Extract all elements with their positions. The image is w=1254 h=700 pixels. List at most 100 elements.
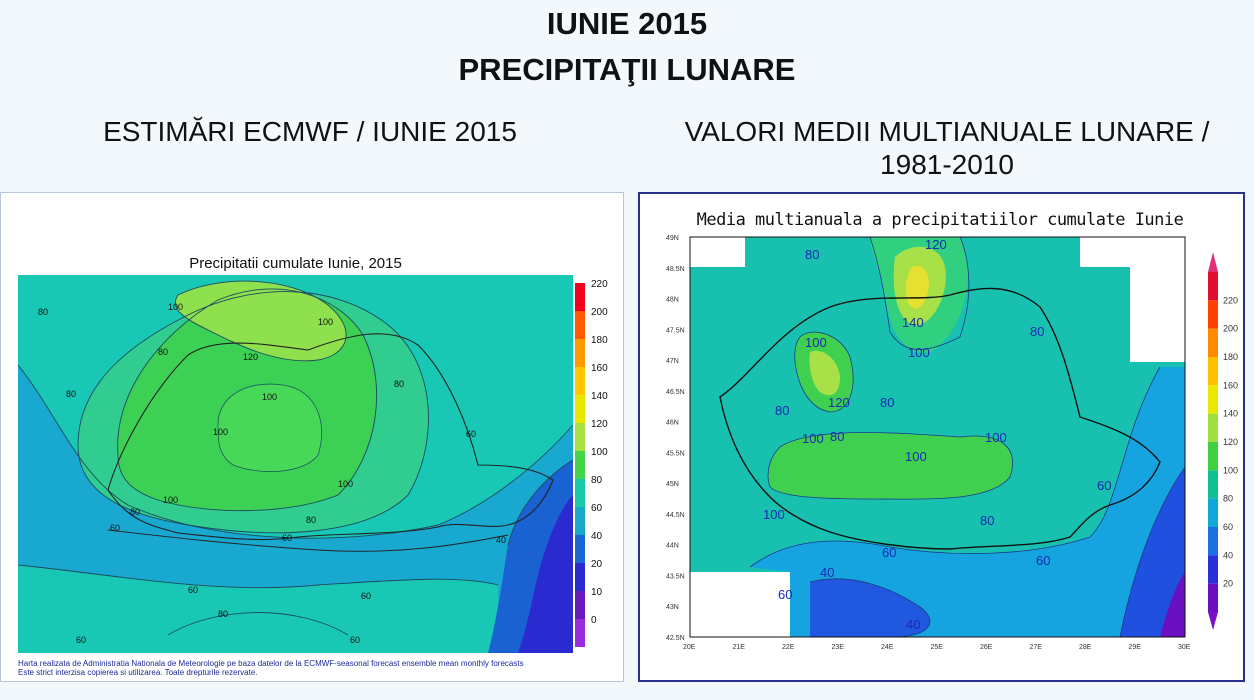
map-field-60-80-south <box>18 565 498 653</box>
right-panel-subtitle: VALORI MEDII MULTIANUALE LUNARE / 1981-2… <box>640 115 1254 181</box>
legend-label: 100 <box>1223 465 1238 475</box>
lon-tick-label: 22E <box>782 644 795 651</box>
legend-label: 10 <box>591 587 603 598</box>
left-contour-labels: 80 100 100 80 120 80 100 100 80 60 100 1… <box>38 302 506 645</box>
lon-tick-label: 28E <box>1079 644 1092 651</box>
map-credit-line1: Harta realizata de Administratia Nationa… <box>18 659 524 668</box>
legend-swatch <box>575 339 585 367</box>
contour-label: 80 <box>130 507 140 517</box>
map-frame <box>689 236 1186 638</box>
legend-swatch <box>575 451 585 479</box>
lat-tick-label: 45.5N <box>666 450 685 457</box>
legend-swatch <box>1208 300 1218 329</box>
contour-label: 140 <box>902 315 924 330</box>
legend-swatch <box>575 507 585 535</box>
map-credit-line2: Este strict interzisa copierea si utiliz… <box>18 668 258 677</box>
legend-bottom-arrow <box>1208 612 1218 630</box>
map-field-10-20 <box>518 495 573 653</box>
contour-label: 40 <box>906 617 920 632</box>
legend-swatch <box>575 395 585 423</box>
right-map-title: Media multianuala a precipitatiilor cumu… <box>696 210 1184 230</box>
contour-label: 80 <box>1030 324 1044 339</box>
map-field-0-20 <box>1160 572 1185 637</box>
contour-label: 80 <box>805 247 819 262</box>
legend-label: 180 <box>1223 352 1238 362</box>
romania-border <box>107 333 554 541</box>
legend-swatch <box>1208 413 1218 442</box>
map-field-20-40-east <box>1120 467 1185 637</box>
legend-swatch <box>1208 328 1218 357</box>
map-field-40-60 <box>750 367 1185 637</box>
page-title-line2: PRECIPITAŢII LUNARE <box>458 52 796 87</box>
legend-label: 20 <box>1223 579 1233 589</box>
legend-label: 80 <box>591 475 603 486</box>
legend-swatch <box>1208 272 1218 301</box>
right-contour-lines <box>749 236 1186 638</box>
contour-label: 100 <box>905 449 927 464</box>
lon-tick-label: 27E <box>1030 644 1043 651</box>
contour-label: 100 <box>163 495 178 505</box>
contour-label: 60 <box>188 585 198 595</box>
legend-label: 160 <box>591 363 608 374</box>
legend-swatch <box>575 619 585 647</box>
page-title-line1: IUNIE 2015 <box>546 6 708 41</box>
legend-label: 0 <box>591 615 597 626</box>
latitude-ticks: 49N 48.5N 48N 47.5N 47N 46.5N 46N 45.5N 45N 44.5N… <box>666 235 685 642</box>
lat-tick-label: 42.5N <box>666 635 685 642</box>
contour-label: 100 <box>805 335 827 350</box>
contour-label: 80 <box>880 395 894 410</box>
contour-label: 60 <box>1097 478 1111 493</box>
contour-label: 80 <box>218 609 228 619</box>
right-contour-labels: 80 120 140 100 100 80 120 80 80 100 80 1… <box>763 237 1111 632</box>
contour-label: 100 <box>763 507 785 522</box>
contour-label: 80 <box>306 515 316 525</box>
map-field-120-140 <box>175 281 347 361</box>
contour-label: 60 <box>1036 553 1050 568</box>
legend-top-arrow <box>1208 252 1218 272</box>
legend-label: 140 <box>1223 409 1238 419</box>
legend-label: 40 <box>1223 550 1233 560</box>
legend-swatch <box>1208 442 1218 471</box>
contour-label: 100 <box>262 392 277 402</box>
contour-label: 60 <box>466 429 476 439</box>
lat-tick-label: 46.5N <box>666 389 685 396</box>
contour-label: 100 <box>985 430 1007 445</box>
lat-tick-label: 47N <box>666 358 679 365</box>
no-data-mask <box>690 237 745 267</box>
contour-label: 80 <box>830 429 844 444</box>
legend-label: 20 <box>591 559 603 570</box>
legend-label: 140 <box>591 391 608 402</box>
legend-swatch <box>1208 357 1218 386</box>
legend-label: 100 <box>591 447 608 458</box>
no-data-mask <box>1130 267 1185 362</box>
contour-label: 100 <box>318 317 333 327</box>
legend-swatch <box>575 283 585 311</box>
contour-label: 80 <box>38 307 48 317</box>
lon-tick-label: 26E <box>980 644 993 651</box>
legend-label: 120 <box>1223 437 1238 447</box>
legend-label: 220 <box>591 279 608 290</box>
no-data-mask <box>1080 237 1185 267</box>
contour-label: 60 <box>778 587 792 602</box>
contour-label: 120 <box>925 237 947 252</box>
lat-tick-label: 47.5N <box>666 327 685 334</box>
lon-tick-label: 25E <box>931 644 944 651</box>
contour-label: 120 <box>243 352 258 362</box>
legend-label: 80 <box>1223 494 1233 504</box>
contour-label: 80 <box>66 389 76 399</box>
lat-tick-label: 43N <box>666 604 679 611</box>
map-field-inner-100 <box>217 383 323 472</box>
no-data-mask <box>690 572 790 637</box>
legend-label: 120 <box>591 419 608 430</box>
legend-swatch <box>1208 498 1218 527</box>
lon-tick-label: 21E <box>733 644 746 651</box>
contour-label: 40 <box>496 535 506 545</box>
map-field-20-40 <box>810 578 930 637</box>
contour-label: 100 <box>338 479 353 489</box>
legend-swatch <box>575 423 585 451</box>
legend-label: 180 <box>591 335 608 346</box>
legend-label: 60 <box>591 503 603 514</box>
lon-tick-label: 23E <box>832 644 845 651</box>
lon-tick-label: 29E <box>1129 644 1142 651</box>
